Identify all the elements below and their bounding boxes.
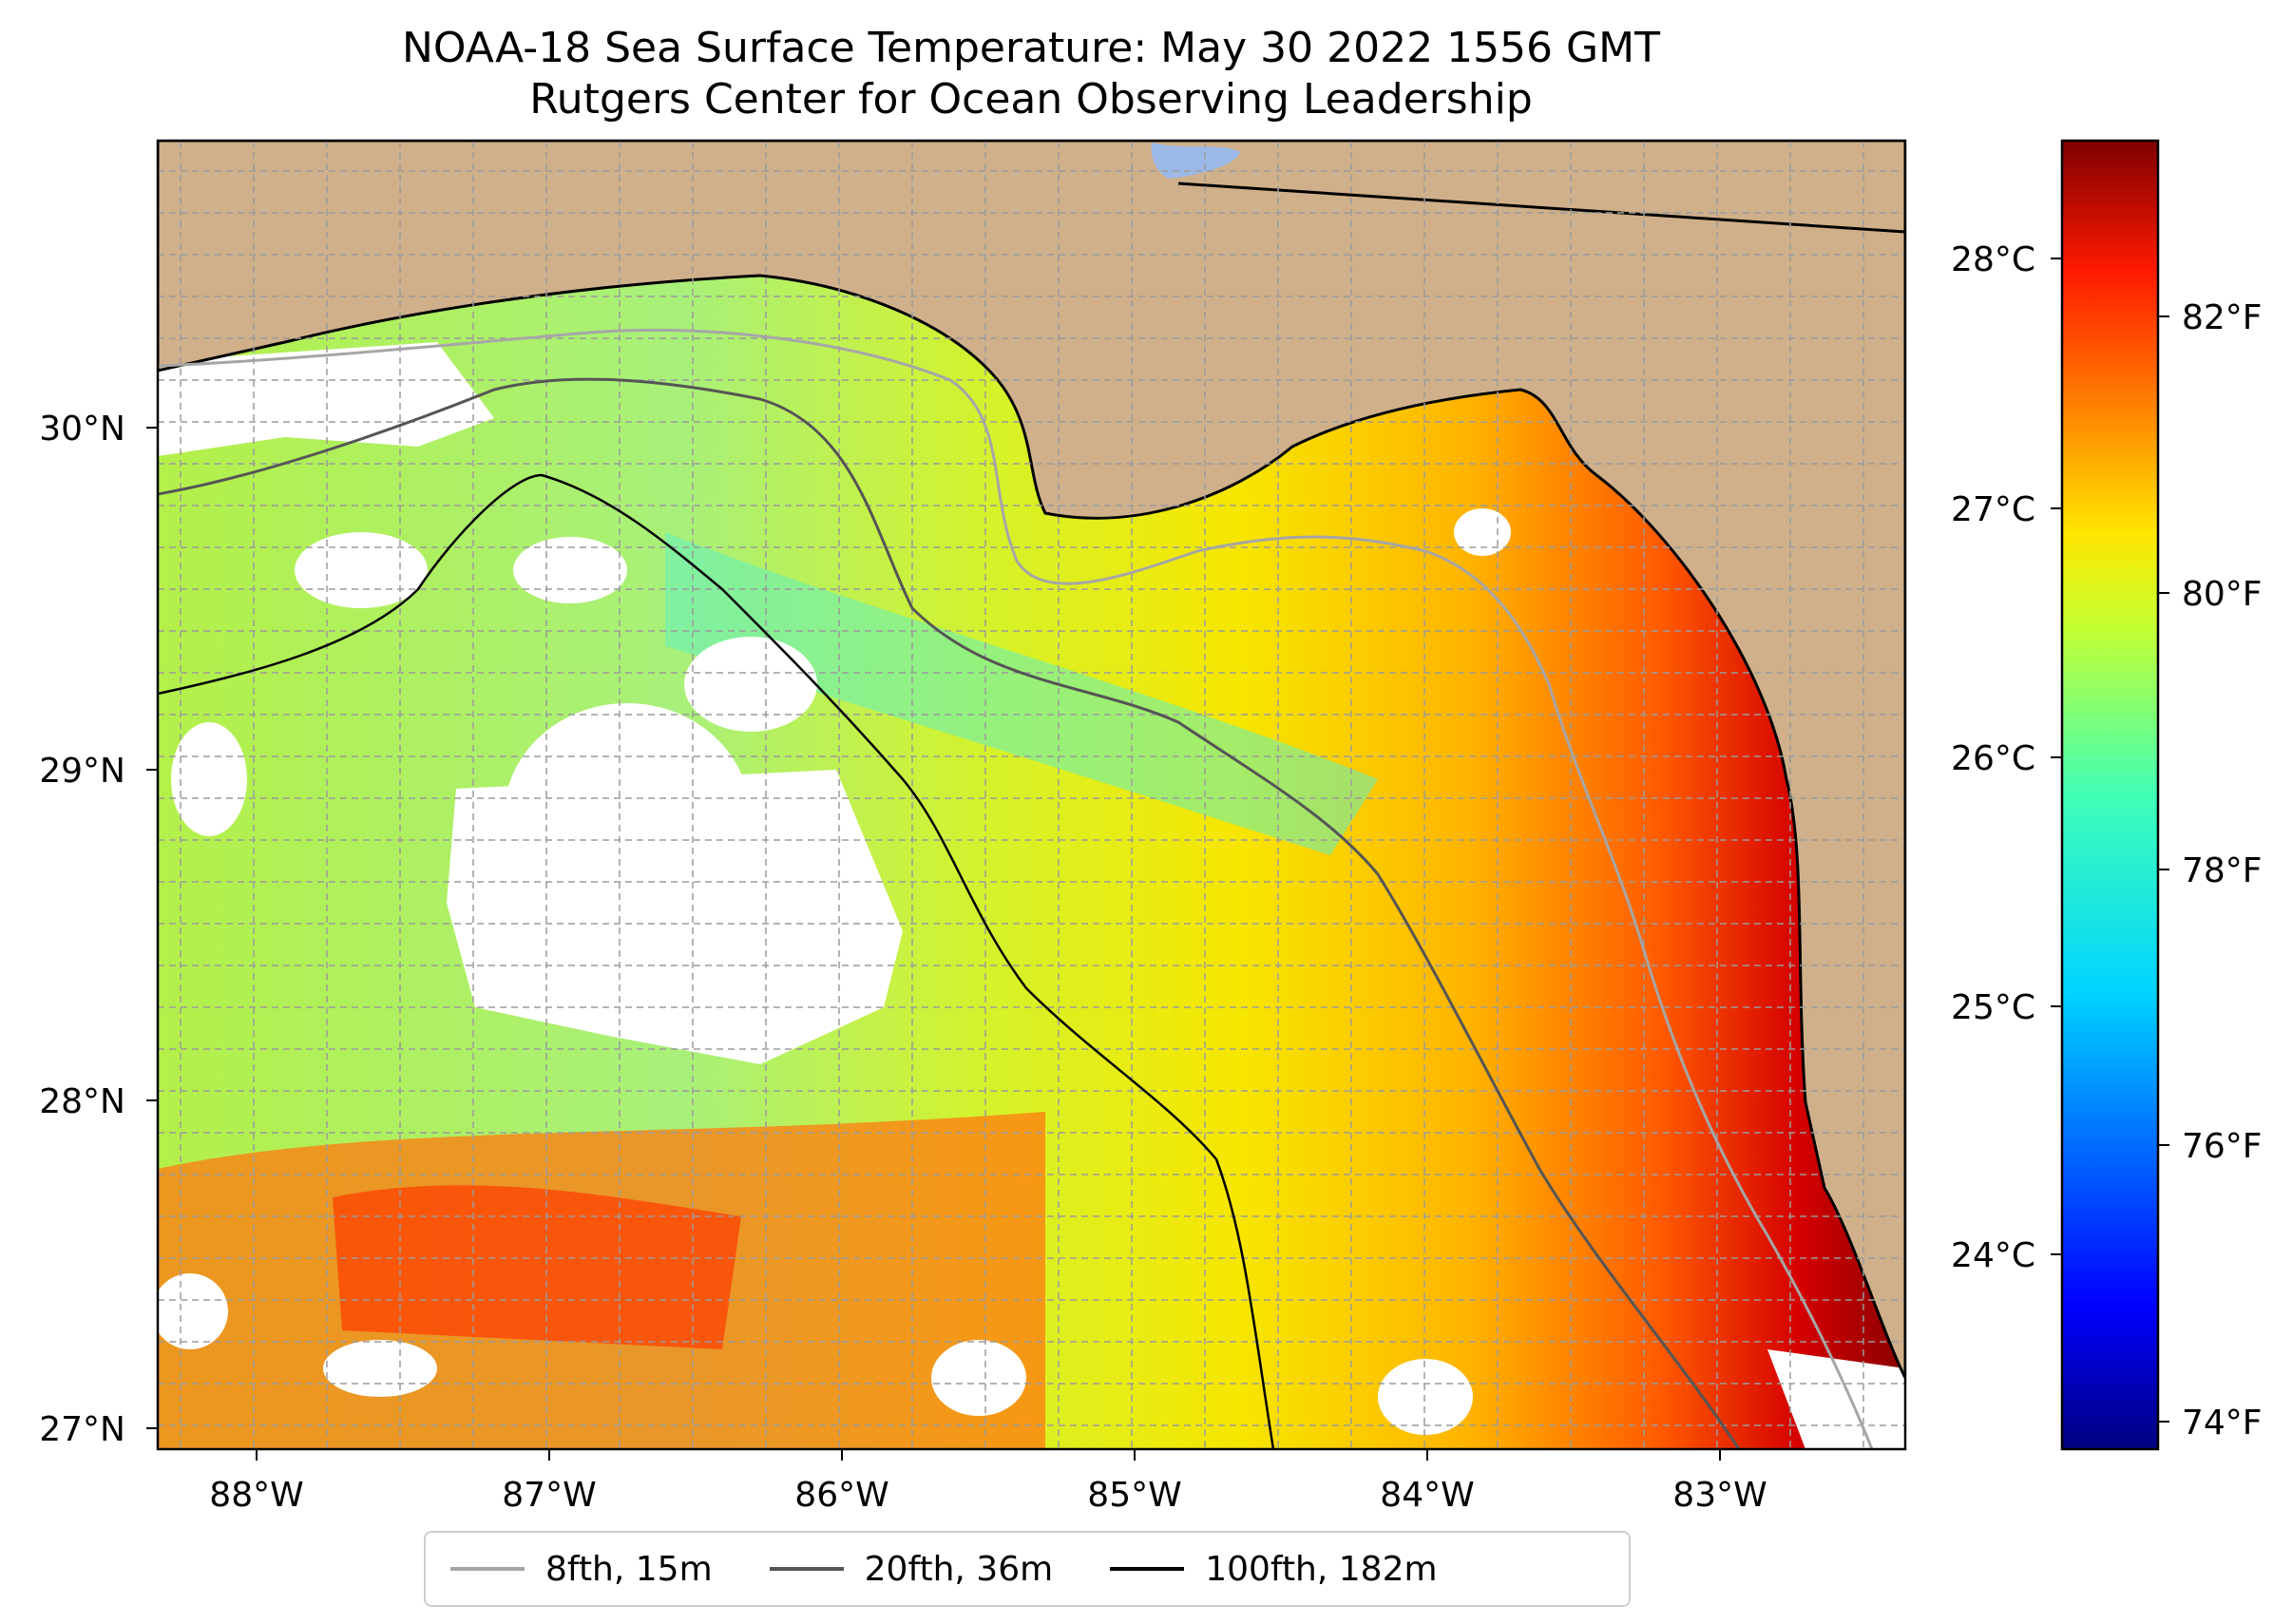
lake: [1151, 143, 1240, 179]
fahrenheit-tick-label: 80°F: [2182, 575, 2263, 614]
fahrenheit-tick-label: 74°F: [2182, 1404, 2263, 1442]
celsius-tick-label: 28°C: [1951, 240, 2035, 279]
legend-label: 100fth, 182m: [1205, 1549, 1438, 1589]
land-mass: [158, 141, 1905, 1379]
state-border: [1177, 182, 1905, 234]
isobath-8fth: [158, 328, 1874, 1449]
lat-tick-label: 30°N: [39, 410, 125, 449]
isobath-100fth: [158, 473, 1275, 1449]
fahrenheit-tick-label: 82°F: [2182, 298, 2263, 337]
chart-title: NOAA-18 Sea Surface Temperature: May 30 …: [402, 24, 1660, 72]
fahrenheit-tick-label: 78°F: [2182, 851, 2263, 890]
celsius-tick-label: 26°C: [1951, 739, 2035, 778]
legend-label: 8fth, 15m: [545, 1549, 713, 1589]
graticule: [158, 141, 1905, 1449]
lat-axis: 30°N 29°N 28°N 27°N: [39, 410, 158, 1449]
celsius-tick-label: 24°C: [1951, 1236, 2035, 1275]
legend-swatch: [450, 1567, 525, 1571]
legend-label: 20fth, 36m: [864, 1549, 1054, 1589]
isobath-20fth: [158, 377, 1741, 1449]
lon-tick-label: 85°W: [1087, 1476, 1181, 1515]
lat-tick-label: 29°N: [39, 752, 125, 791]
sst-hot-patch: [333, 1185, 741, 1349]
colorbar-celsius-axis: 28°C 27°C 26°C 25°C 24°C: [1951, 240, 2062, 1275]
lon-tick-label: 84°W: [1380, 1476, 1474, 1515]
lat-tick-label: 27°N: [39, 1410, 125, 1449]
lon-tick-label: 88°W: [209, 1476, 303, 1515]
lat-tick-label: 28°N: [39, 1082, 125, 1121]
legend-item: 20fth, 36m: [769, 1549, 1054, 1589]
celsius-tick-label: 27°C: [1951, 490, 2035, 529]
map-frame: [156, 139, 1907, 1451]
legend-item: 100fth, 182m: [1110, 1549, 1438, 1589]
map-area: [158, 141, 1905, 1449]
chart-subtitle: Rutgers Center for Ocean Observing Leade…: [529, 75, 1533, 124]
celsius-tick-label: 25°C: [1951, 988, 2035, 1027]
legend-item: 8fth, 15m: [450, 1550, 713, 1589]
cloud-mask: [158, 342, 1905, 1449]
lon-tick-label: 83°W: [1672, 1476, 1767, 1515]
lon-axis: 88°W 87°W 86°W 85°W 84°W 83°W: [209, 1449, 1767, 1515]
legend-swatch: [1110, 1567, 1185, 1571]
lon-tick-label: 87°W: [502, 1476, 596, 1515]
fahrenheit-tick-label: 76°F: [2182, 1127, 2263, 1166]
sst-cool-tongue: [665, 532, 1378, 855]
lon-tick-label: 86°W: [794, 1476, 888, 1515]
colorbar-fahrenheit-axis: 82°F 80°F 78°F 76°F 74°F: [2158, 298, 2263, 1442]
colorbar: [2060, 139, 2160, 1451]
isobath-legend: 8fth, 15m 20fth, 36m 100fth, 182m: [424, 1531, 1631, 1607]
legend-swatch: [769, 1567, 844, 1571]
